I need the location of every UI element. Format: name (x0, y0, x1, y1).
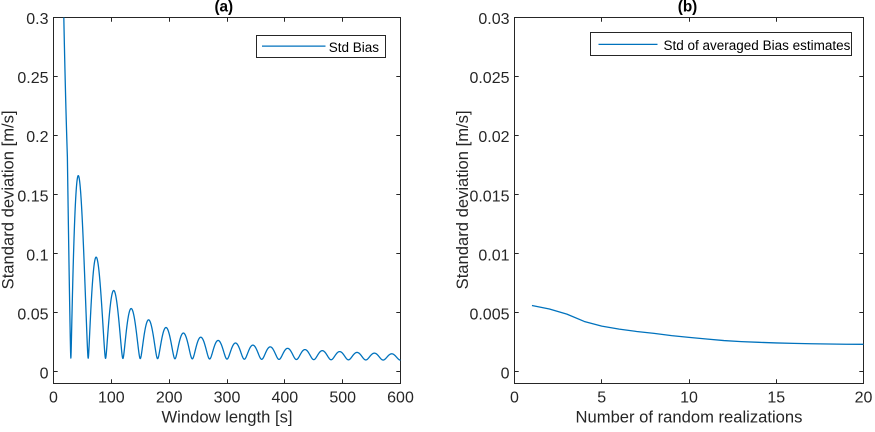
svg-text:15: 15 (767, 389, 785, 406)
svg-text:Number of random realizations: Number of random realizations (576, 407, 803, 426)
svg-text:Std of averaged Bias estimates: Std of averaged Bias estimates (664, 38, 851, 53)
svg-text:500: 500 (329, 389, 356, 406)
svg-text:300: 300 (214, 389, 241, 406)
svg-text:600: 600 (387, 389, 414, 406)
svg-text:0.005: 0.005 (469, 306, 509, 323)
svg-text:0: 0 (40, 365, 49, 382)
svg-text:0.01: 0.01 (478, 247, 509, 264)
svg-text:100: 100 (98, 389, 125, 406)
svg-text:400: 400 (271, 389, 298, 406)
svg-text:0.025: 0.025 (469, 70, 509, 87)
svg-text:0.1: 0.1 (26, 247, 48, 264)
svg-text:0: 0 (510, 389, 519, 406)
svg-text:0: 0 (49, 389, 58, 406)
svg-text:10: 10 (680, 389, 698, 406)
svg-text:Standard deviation [m/s]: Standard deviation [m/s] (0, 110, 18, 289)
svg-text:5: 5 (597, 389, 606, 406)
svg-text:(b): (b) (678, 0, 698, 16)
svg-text:(a): (a) (214, 0, 233, 16)
svg-text:0.3: 0.3 (26, 11, 48, 28)
svg-text:Std Bias: Std Bias (329, 40, 380, 55)
svg-text:0.15: 0.15 (17, 188, 48, 205)
svg-text:0.25: 0.25 (17, 70, 48, 87)
svg-text:0.015: 0.015 (469, 188, 509, 205)
svg-text:0.05: 0.05 (17, 306, 48, 323)
svg-text:0.03: 0.03 (478, 11, 509, 28)
svg-text:Window length [s]: Window length [s] (162, 407, 293, 426)
svg-text:0.2: 0.2 (26, 129, 48, 146)
svg-text:200: 200 (156, 389, 183, 406)
svg-text:20: 20 (855, 389, 873, 406)
svg-text:0: 0 (501, 365, 510, 382)
svg-text:Standard deviation [m/s]: Standard deviation [m/s] (453, 110, 472, 289)
svg-text:0.02: 0.02 (478, 129, 509, 146)
